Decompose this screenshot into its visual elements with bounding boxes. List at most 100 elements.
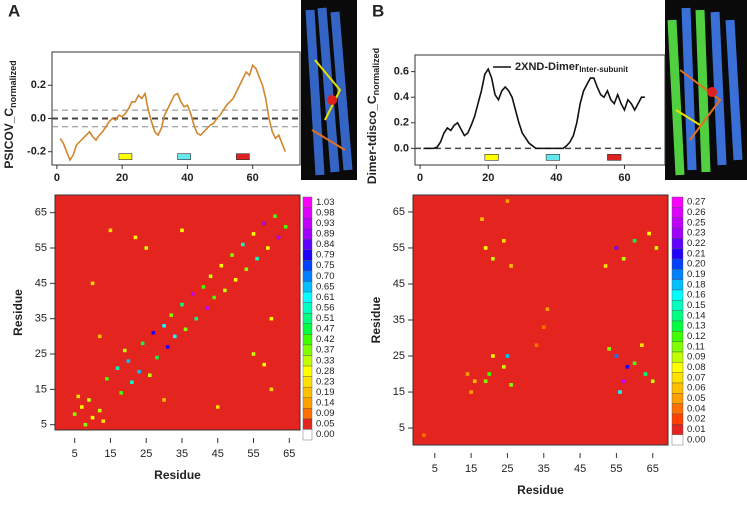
y-tick-label: 0.6 bbox=[394, 66, 409, 78]
colorbar-label: 0.15 bbox=[687, 300, 706, 311]
y-tick-label: 25 bbox=[393, 350, 405, 362]
heatmap-cell bbox=[422, 433, 426, 438]
colorbar-swatch bbox=[671, 362, 684, 373]
colorbar-swatch bbox=[671, 196, 684, 208]
heatmap-cell bbox=[215, 405, 220, 409]
x-tick-label: 35 bbox=[538, 463, 550, 475]
y-axis-label: Residue bbox=[11, 289, 25, 336]
heatmap-cell bbox=[212, 295, 216, 300]
x-tick-label: 0 bbox=[417, 172, 423, 184]
x-tick-label: 5 bbox=[72, 448, 78, 460]
helix-marker bbox=[118, 153, 133, 160]
heatmap-cell bbox=[614, 354, 619, 358]
heatmap-cell bbox=[541, 325, 546, 330]
x-tick-label: 5 bbox=[432, 463, 438, 475]
heatmap-cell bbox=[625, 365, 630, 369]
colorbar-label: 0.06 bbox=[687, 383, 706, 394]
heatmap-cell bbox=[480, 217, 484, 221]
heatmap-cell bbox=[643, 372, 648, 376]
heatmap-cell bbox=[269, 387, 274, 392]
colorbar-swatch bbox=[671, 217, 684, 229]
x-tick-label: 0 bbox=[54, 172, 60, 184]
heatmap-cell bbox=[180, 228, 184, 233]
colorbar-swatch bbox=[671, 279, 684, 291]
heatmap-cell bbox=[262, 362, 267, 367]
heatmap-cell bbox=[483, 379, 488, 384]
colorbar-label: 0.61 bbox=[316, 292, 335, 303]
colorbar-label: 0.13 bbox=[687, 321, 706, 332]
heatmap-cell bbox=[487, 372, 492, 376]
colorbar-swatch bbox=[671, 393, 684, 404]
plot-frame bbox=[54, 194, 301, 431]
colorbar-swatch bbox=[302, 281, 313, 293]
y-tick-label: 65 bbox=[393, 206, 405, 218]
colorbar-label: 0.07 bbox=[687, 372, 706, 383]
panel-label: A bbox=[8, 1, 20, 20]
heatmap-cell bbox=[90, 281, 95, 286]
heatmap-cell bbox=[255, 256, 259, 261]
y-tick-label: 35 bbox=[393, 314, 405, 326]
colorbar-label: 0.93 bbox=[316, 218, 335, 229]
helix-marker bbox=[236, 153, 250, 160]
heatmap-cell bbox=[130, 380, 134, 385]
colorbar-swatch bbox=[302, 196, 313, 208]
heatmap-cell bbox=[505, 199, 510, 203]
colorbar-swatch bbox=[671, 269, 684, 280]
x-tick-label: 60 bbox=[618, 172, 630, 184]
legend-subscript: Inter-subunit bbox=[579, 65, 628, 74]
x-tick-label: 45 bbox=[574, 463, 586, 475]
colorbar-swatch bbox=[302, 249, 313, 261]
colorbar-swatch bbox=[302, 260, 313, 272]
colorbar-swatch bbox=[671, 424, 684, 435]
colorbar-label: 0.12 bbox=[687, 331, 706, 342]
heatmap-cell bbox=[80, 405, 84, 409]
heatmap-cell bbox=[90, 415, 95, 420]
heatmap-cell bbox=[173, 334, 177, 339]
y-tick-label: 15 bbox=[393, 386, 405, 398]
y-tick-label: 0.0 bbox=[394, 142, 409, 154]
y-tick-label: 0.4 bbox=[394, 91, 410, 103]
heatmap-cell bbox=[607, 347, 611, 351]
colorbar-label: 0.19 bbox=[687, 269, 706, 280]
heatmap-cell bbox=[632, 238, 637, 243]
colorbar-swatch bbox=[671, 413, 684, 425]
heatmap-cell bbox=[483, 246, 488, 250]
heatmap-cell bbox=[105, 376, 109, 381]
colorbar-label: 0.25 bbox=[687, 217, 706, 228]
heatmap-cell bbox=[219, 263, 224, 268]
colorbar-swatch bbox=[302, 334, 313, 346]
colorbar-label: 0.02 bbox=[687, 414, 706, 425]
heatmap-cell bbox=[505, 354, 510, 358]
x-tick-label: 60 bbox=[247, 172, 259, 184]
helix-marker bbox=[607, 154, 622, 161]
colorbar-swatch bbox=[302, 344, 313, 356]
colorbar-label: 0.01 bbox=[687, 424, 706, 435]
colorbar-label: 0.89 bbox=[316, 228, 335, 239]
colorbar-label: 0.20 bbox=[687, 259, 706, 270]
heatmap-cell bbox=[240, 242, 245, 247]
colorbar-label: 0.42 bbox=[316, 334, 335, 345]
colorbar-swatch bbox=[302, 323, 313, 335]
heatmap-cell bbox=[621, 256, 626, 261]
structure-a bbox=[301, 0, 357, 180]
colorbar-swatch bbox=[302, 376, 313, 388]
y-tick-label: 45 bbox=[35, 277, 47, 289]
heatmap-cell bbox=[87, 398, 91, 402]
heatmap-cell bbox=[180, 302, 184, 307]
colorbar-swatch bbox=[671, 310, 684, 322]
colorbar-label: 0.79 bbox=[316, 250, 335, 261]
heatmap-cell bbox=[144, 246, 148, 250]
colorbar-label: 0.14 bbox=[316, 398, 335, 409]
colorbar-label: 1.03 bbox=[316, 197, 335, 208]
colorbar-label: 0.33 bbox=[316, 355, 335, 366]
colorbar-label: 0.16 bbox=[687, 290, 706, 301]
colorbar-swatch bbox=[671, 434, 684, 446]
heatmap-cell bbox=[72, 412, 77, 416]
colorbar-swatch bbox=[302, 302, 313, 314]
heatmap-cell bbox=[151, 331, 156, 335]
y-tick-label: 5 bbox=[41, 419, 47, 431]
colorbar-label: 0.27 bbox=[687, 197, 706, 208]
x-tick-label: 40 bbox=[181, 172, 193, 184]
colorbar-label: 0.21 bbox=[687, 248, 706, 259]
